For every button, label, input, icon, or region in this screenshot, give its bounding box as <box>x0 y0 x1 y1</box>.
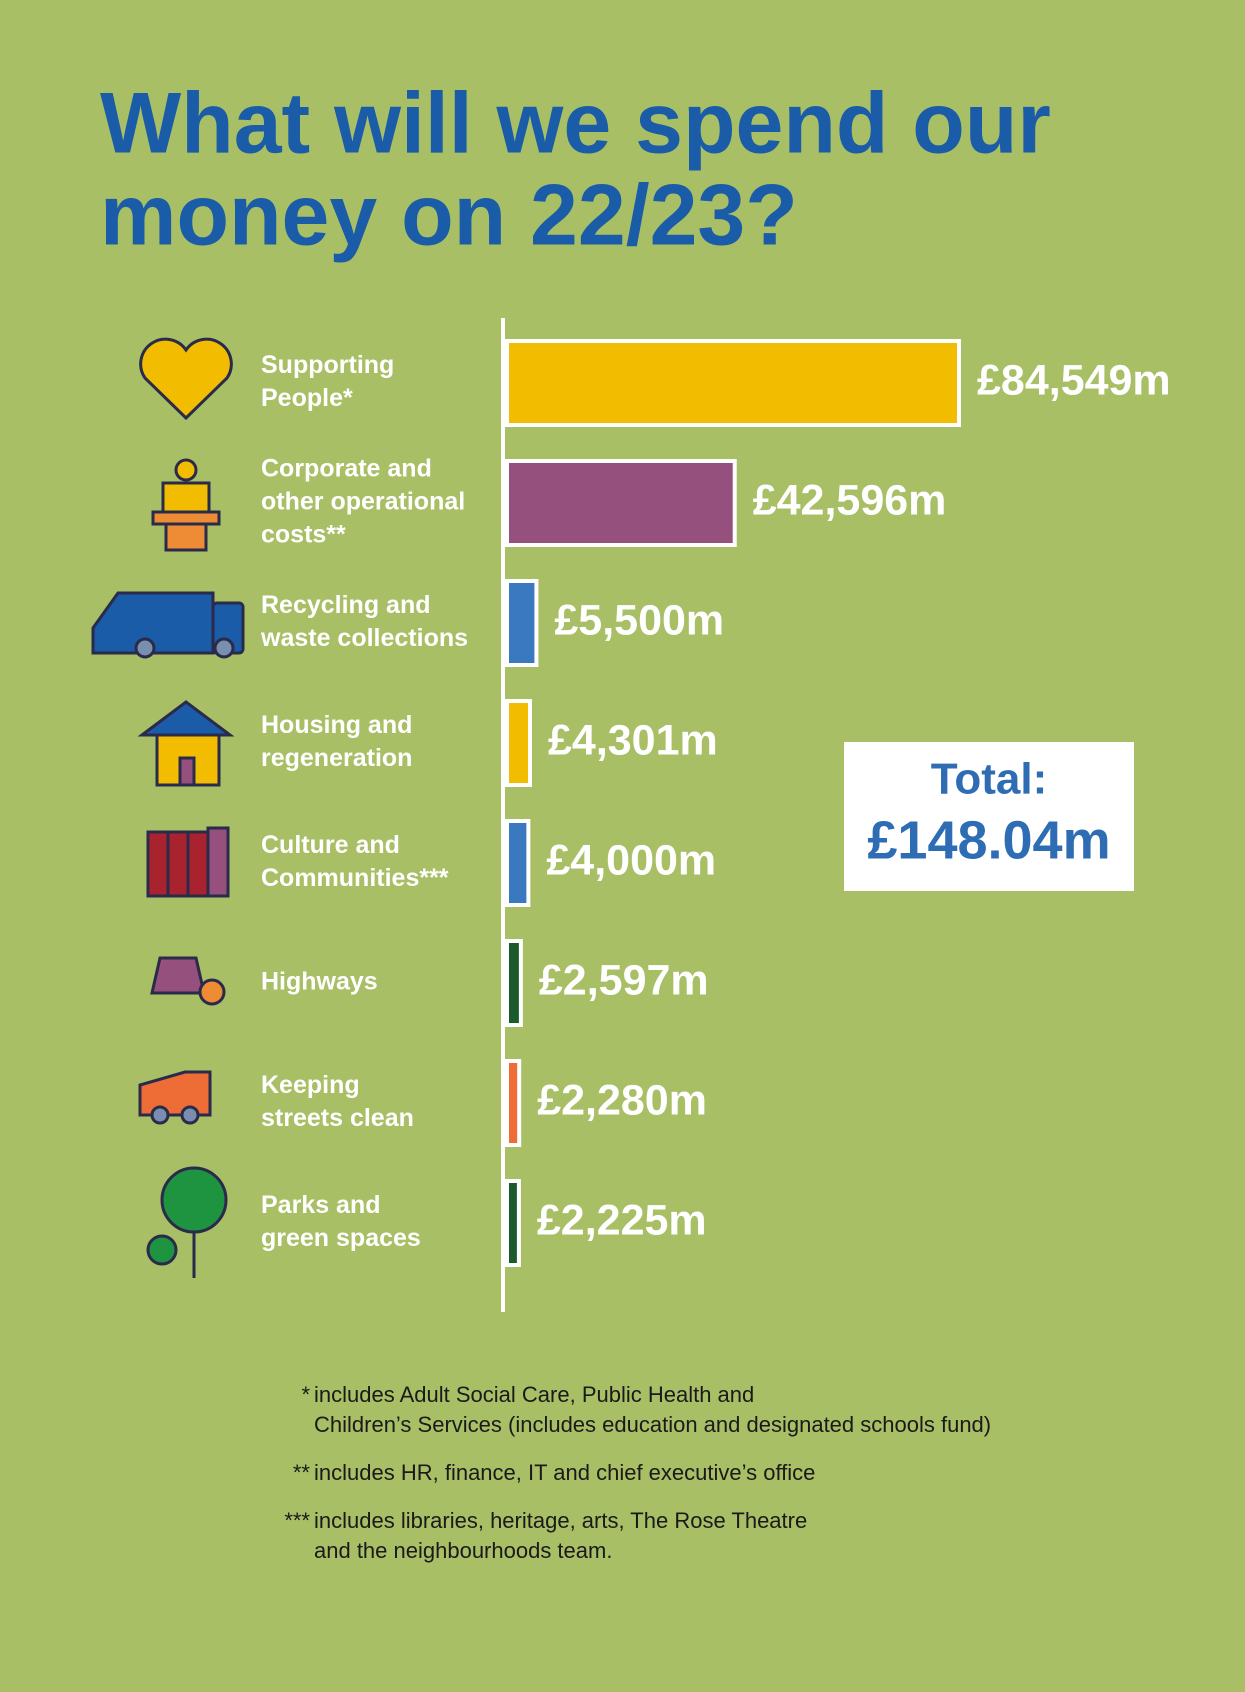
value-label: £2,597m <box>539 956 709 1004</box>
category-label: Housing and <box>261 711 412 739</box>
icon-wheel <box>150 1105 170 1125</box>
icon-door <box>178 756 196 787</box>
category-label: green spaces <box>261 1224 421 1252</box>
note-text: and the neighbourhoods team. <box>314 1538 612 1563</box>
icon-tree-small <box>146 1234 178 1266</box>
category-label: waste collections <box>260 624 468 652</box>
value-label: £4,000m <box>546 836 716 884</box>
bar <box>505 1059 522 1147</box>
icon-scooter <box>198 978 226 1006</box>
icon-wheel <box>213 637 235 659</box>
icon-podium-base <box>164 522 208 552</box>
category-label: Parks and <box>261 1191 381 1219</box>
value-label: £42,596m <box>753 476 947 524</box>
icon-person-body <box>161 481 211 515</box>
category-label: Culture and <box>261 831 400 859</box>
note-text: includes libraries, heritage, arts, The … <box>314 1508 807 1533</box>
bar <box>505 459 737 547</box>
chart-title: money on 22/23? <box>100 168 798 264</box>
icons <box>91 337 245 1278</box>
icon-heart <box>139 337 233 421</box>
value-label: £2,225m <box>537 1196 707 1244</box>
category-label: Communities*** <box>261 864 449 892</box>
bar <box>505 699 532 787</box>
value-label: £2,280m <box>537 1076 707 1124</box>
icon-book <box>166 830 190 898</box>
category-label: Recycling and <box>261 591 431 619</box>
icon-book <box>186 830 210 898</box>
icon-book <box>206 826 230 898</box>
note-marker: ** <box>293 1460 311 1485</box>
bar <box>505 339 961 427</box>
note-text: Children’s Services (includes education … <box>314 1412 991 1437</box>
icon-wheel <box>180 1105 200 1125</box>
note-marker: * <box>301 1382 310 1407</box>
bar <box>505 939 523 1027</box>
total-value: £148.04m <box>867 810 1110 870</box>
category-label: Supporting <box>261 351 394 379</box>
category-label: regeneration <box>261 744 412 772</box>
icon-podium <box>151 510 221 526</box>
category-label: costs** <box>261 521 346 549</box>
icon-truck <box>91 591 215 655</box>
value-label: £84,549m <box>977 356 1171 404</box>
category-label: Corporate and <box>261 455 432 483</box>
total-label: Total: <box>931 755 1048 804</box>
chart-title: What will we spend our <box>100 76 1051 172</box>
category-label: People* <box>261 384 353 412</box>
icon-tree <box>160 1166 228 1234</box>
value-label: £5,500m <box>554 596 724 644</box>
note-text: includes Adult Social Care, Public Healt… <box>314 1382 754 1407</box>
icon-person <box>174 458 198 482</box>
bar <box>505 579 539 667</box>
value-label: £4,301m <box>548 716 718 764</box>
icon-book <box>146 830 170 898</box>
note-marker: *** <box>284 1508 310 1533</box>
category-label: other operational <box>261 488 465 516</box>
note-text: includes HR, finance, IT and chief execu… <box>314 1460 815 1485</box>
category-label: Keeping <box>261 1071 360 1099</box>
icon-wheel <box>134 637 156 659</box>
category-label: Highways <box>261 968 378 996</box>
category-label: streets clean <box>261 1104 414 1132</box>
total-box <box>844 742 1134 891</box>
bar <box>505 1179 521 1267</box>
icon-car <box>150 956 206 995</box>
bar <box>505 819 531 907</box>
